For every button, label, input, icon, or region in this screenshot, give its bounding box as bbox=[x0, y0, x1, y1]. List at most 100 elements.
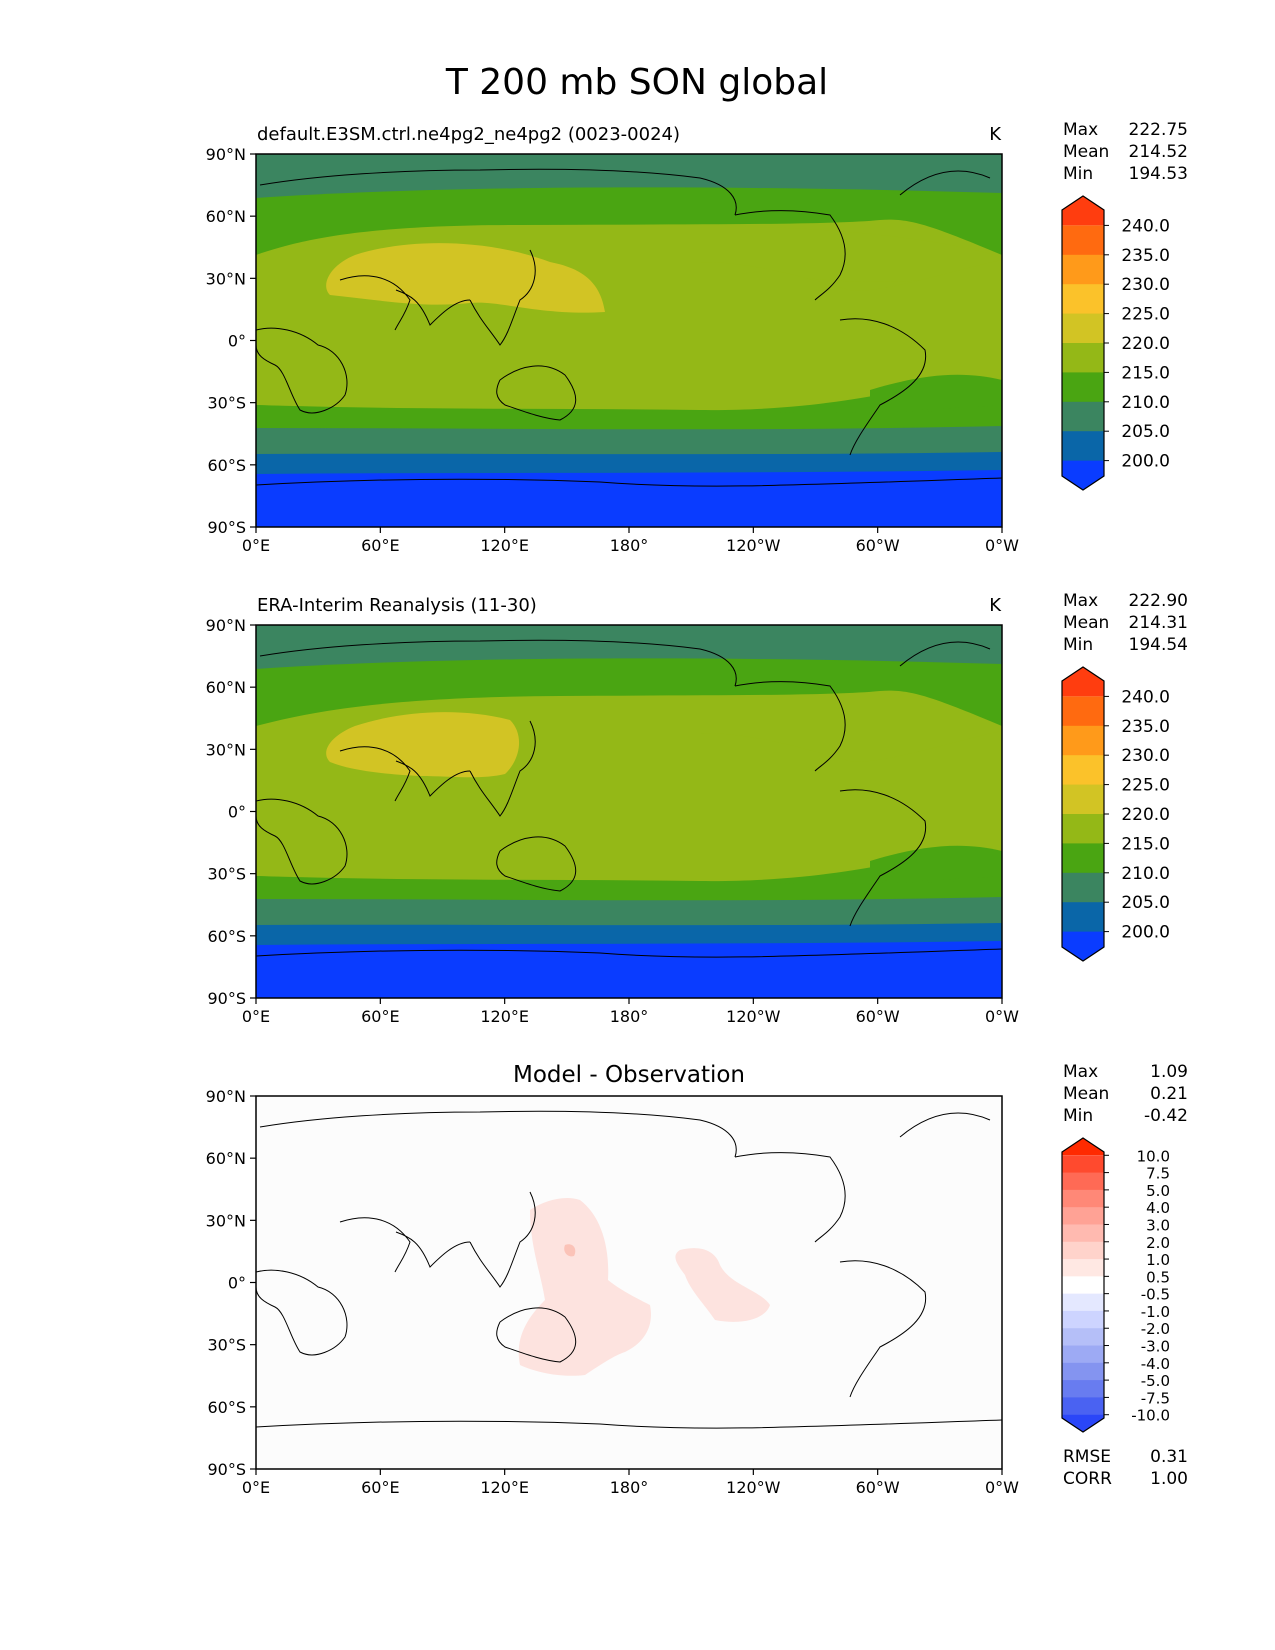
colorbar: 10.07.55.04.03.02.01.00.5-0.5-1.0-2.0-3.… bbox=[1061, 1137, 1170, 1433]
coastline-antarctica bbox=[256, 477, 1002, 487]
colorbar-segment bbox=[1062, 1241, 1104, 1260]
y-tick-label: 0° bbox=[228, 332, 246, 351]
panel-title: Model - Observation bbox=[513, 1062, 745, 1088]
y-tick-label: 60°S bbox=[207, 1398, 246, 1417]
colorbar-tick-label: 200.0 bbox=[1121, 923, 1170, 943]
colorbar-tick-label: 4.0 bbox=[1146, 1199, 1170, 1217]
colorbar-tick-label: 3.0 bbox=[1146, 1216, 1170, 1234]
x-tick-label: 60°W bbox=[856, 1007, 900, 1026]
coastlines bbox=[256, 1110, 1002, 1429]
colorbar-tick-label: 225.0 bbox=[1121, 305, 1170, 325]
metric-value: 0.31 bbox=[1150, 1447, 1188, 1467]
coastline-arabia bbox=[339, 746, 411, 802]
axis-ticks: 0°E 60°E 120°E 180° 120°W 60°W 0°W 90°N 60°N 30°N… bbox=[206, 145, 1020, 1497]
coastline-se-asia bbox=[469, 1191, 536, 1288]
x-tick-label: 180° bbox=[610, 536, 649, 555]
colorbar-segment bbox=[1062, 1362, 1104, 1381]
colorbar-segment bbox=[1062, 696, 1104, 727]
stat-label: Mean bbox=[1063, 142, 1109, 162]
colorbar-segment bbox=[1062, 254, 1104, 285]
x-tick-label: 0°W bbox=[985, 1478, 1019, 1497]
colorbar-segment bbox=[1062, 725, 1104, 756]
colorbar-tick-label: 230.0 bbox=[1121, 275, 1170, 295]
stat-label: Max bbox=[1063, 120, 1098, 140]
colorbar-tick-label: -1.0 bbox=[1141, 1303, 1170, 1321]
x-tick-label: 60°W bbox=[856, 536, 900, 555]
colorbar-tick-label: -5.0 bbox=[1141, 1372, 1170, 1390]
stat-value: 222.75 bbox=[1129, 120, 1188, 140]
coastline-south-america bbox=[839, 1260, 927, 1398]
coastline-india bbox=[395, 1231, 471, 1268]
colorbar-tick-label: 220.0 bbox=[1121, 334, 1170, 354]
x-tick-label: 120°E bbox=[480, 1478, 529, 1497]
colorbar-extend-min bbox=[1062, 460, 1104, 490]
stat-value: 1.09 bbox=[1150, 1062, 1188, 1082]
panel-units: K bbox=[989, 595, 1002, 616]
y-tick-label: 90°S bbox=[207, 518, 246, 537]
colorbar-tick-label: 200.0 bbox=[1121, 452, 1170, 472]
colorbar-segment bbox=[1062, 1189, 1104, 1208]
colorbar-tick-label: 205.0 bbox=[1121, 893, 1170, 913]
coastlines bbox=[256, 639, 1002, 958]
panel-difference: Model - Observation bbox=[255, 1062, 1003, 1470]
colorbar-tick-label: 240.0 bbox=[1121, 687, 1170, 707]
colorbar-tick-label: 210.0 bbox=[1121, 864, 1170, 884]
y-tick-label: 30°N bbox=[206, 269, 246, 288]
colorbar-segment bbox=[1062, 1397, 1104, 1416]
colorbar-segment bbox=[1062, 1155, 1104, 1174]
y-tick-label: 90°N bbox=[206, 145, 246, 164]
band-below-200-south bbox=[256, 941, 1002, 998]
colorbar-extend-max bbox=[1062, 1138, 1104, 1156]
coastline-africa bbox=[256, 1269, 348, 1356]
colorbar-segment bbox=[1062, 843, 1104, 874]
colorbar-segment bbox=[1062, 1172, 1104, 1191]
colorbar-tick-label: 240.0 bbox=[1121, 216, 1170, 236]
metric-label: RMSE bbox=[1063, 1447, 1111, 1467]
stat-label: Max bbox=[1063, 1062, 1098, 1082]
colorbar-tick-label: 220.0 bbox=[1121, 805, 1170, 825]
coastline-arabia bbox=[339, 1217, 411, 1273]
colorbar-tick-label: 230.0 bbox=[1121, 746, 1170, 766]
y-tick-label: 60°N bbox=[206, 207, 246, 226]
panel-title: ERA-Interim Reanalysis (11-30) bbox=[257, 595, 537, 616]
band-below-200-south bbox=[256, 470, 1002, 527]
y-tick-label: 30°N bbox=[206, 740, 246, 759]
difference-field bbox=[256, 1096, 1002, 1469]
x-tick-label: 0°E bbox=[242, 1478, 270, 1497]
x-tick-label: 0°W bbox=[985, 536, 1019, 555]
y-tick-label: 30°S bbox=[207, 394, 246, 413]
colorbar-extend-max bbox=[1062, 196, 1104, 226]
coastlines bbox=[256, 168, 1002, 487]
coastline-africa bbox=[256, 798, 348, 885]
colorbar-tick-label: -0.5 bbox=[1141, 1286, 1170, 1304]
colorbar-tick-label: 225.0 bbox=[1121, 776, 1170, 796]
colorbar-segment bbox=[1062, 372, 1104, 403]
colorbar-tick-label: -10.0 bbox=[1131, 1407, 1170, 1425]
coastline-india bbox=[395, 760, 471, 797]
y-tick-label: 0° bbox=[228, 803, 246, 822]
band-220-225-max bbox=[326, 243, 605, 313]
colorbar-segment bbox=[1062, 755, 1104, 786]
y-tick-label: 90°S bbox=[207, 989, 246, 1008]
colorbar-segment bbox=[1062, 1380, 1104, 1398]
colorbar-tick-label: -7.5 bbox=[1141, 1389, 1170, 1407]
coastline-south-america bbox=[839, 789, 927, 927]
y-tick-label: 60°N bbox=[206, 1149, 246, 1168]
colorbar-tick-label: -2.0 bbox=[1141, 1320, 1170, 1338]
colorbar: 240.0 235.0 230.0 225.0 220.0 215.0 210.0 205.0… bbox=[1061, 666, 1170, 962]
colorbar: 240.0 235.0 230.0 225.0 220.0 215.0 210.0 205.0… bbox=[1061, 195, 1170, 491]
x-tick-label: 60°E bbox=[361, 1478, 399, 1497]
colorbar-tick-label: 210.0 bbox=[1121, 393, 1170, 413]
colorbar-segment bbox=[1062, 1310, 1104, 1329]
coastline-se-asia bbox=[469, 249, 536, 346]
y-tick-label: 60°S bbox=[207, 456, 246, 475]
colorbar-segment bbox=[1062, 313, 1104, 344]
x-tick-label: 120°E bbox=[480, 536, 529, 555]
colorbar-tick-label: 235.0 bbox=[1121, 246, 1170, 266]
metric-label: CORR bbox=[1063, 1469, 1112, 1489]
band-215-220-north bbox=[256, 690, 1002, 763]
colorbar-extend-max bbox=[1062, 667, 1104, 697]
stat-label: Min bbox=[1063, 164, 1093, 184]
x-tick-label: 0°E bbox=[242, 536, 270, 555]
coastline-se-asia bbox=[469, 720, 536, 817]
